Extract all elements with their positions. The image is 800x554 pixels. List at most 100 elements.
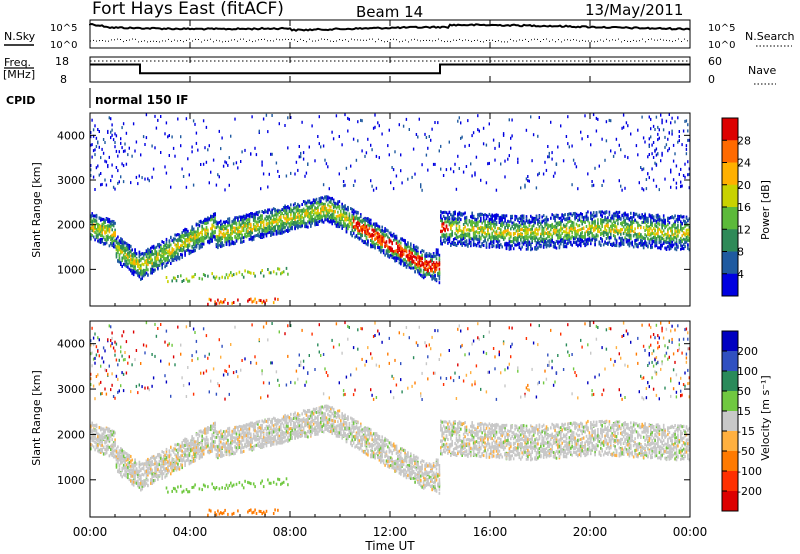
- power-cell: [405, 246, 408, 250]
- power-cell: [122, 242, 125, 246]
- power-cell: [238, 223, 241, 227]
- power-cell: [285, 209, 288, 212]
- power-cell: [527, 236, 529, 240]
- power-cell: [124, 149, 126, 153]
- power-cell: [245, 235, 248, 239]
- power-cell: [492, 219, 495, 223]
- power-cell: [384, 244, 386, 248]
- power-cell: [187, 157, 189, 161]
- power-cell: [477, 220, 479, 224]
- power-cell: [268, 172, 270, 176]
- power-cell: [512, 227, 515, 231]
- power-cell: [151, 175, 153, 179]
- power-cell: [187, 239, 189, 243]
- power-cell: [511, 244, 513, 248]
- power-cell: [222, 225, 225, 228]
- power-cell: [290, 171, 292, 175]
- power-cell: [232, 218, 235, 222]
- power-cell: [468, 241, 471, 245]
- power-cell: [438, 274, 441, 278]
- power-cell: [252, 226, 255, 230]
- power-cell: [414, 270, 416, 274]
- power-cell: [322, 220, 325, 224]
- power-cell: [557, 215, 559, 219]
- power-cell: [97, 239, 99, 243]
- power-cell: [198, 244, 201, 248]
- noise-search-point: [168, 38, 169, 40]
- noise-search-point: [663, 39, 664, 41]
- power-cell: [111, 174, 113, 178]
- power-cell: [261, 163, 263, 167]
- power-cell: [530, 245, 532, 248]
- power-cell: [525, 128, 528, 132]
- power-cell: [298, 211, 301, 215]
- power-cell: [334, 210, 336, 214]
- power-cell: [205, 232, 208, 236]
- power-cell: [457, 119, 459, 123]
- noise-search-point: [183, 41, 184, 43]
- power-cell: [441, 219, 443, 223]
- power-cell: [280, 226, 282, 230]
- power-cell: [568, 234, 571, 237]
- power-cell: [567, 216, 569, 220]
- power-cell: [375, 154, 378, 158]
- power-cell: [432, 261, 435, 265]
- power-cell: [225, 231, 228, 235]
- power-cell: [260, 299, 262, 303]
- power-cell: [205, 125, 208, 129]
- power-cell: [394, 252, 396, 256]
- power-cell: [424, 261, 426, 265]
- power-cell: [258, 235, 261, 239]
- power-cell: [197, 230, 199, 234]
- noise-search-point: [528, 41, 529, 42]
- power-cell: [435, 261, 438, 265]
- power-cell: [534, 234, 536, 238]
- noise-search-point: [267, 40, 268, 42]
- power-cell: [184, 234, 186, 238]
- power-cell: [517, 229, 519, 233]
- power-cell: [322, 210, 325, 214]
- power-cell: [598, 230, 601, 234]
- power-cell: [221, 241, 223, 245]
- power-cell: [214, 219, 216, 223]
- power-cell: [500, 162, 502, 166]
- power-cell: [548, 244, 551, 248]
- power-cell: [547, 243, 549, 247]
- power-cell: [451, 241, 453, 245]
- power-cell: [110, 225, 112, 229]
- power-cell: [322, 202, 325, 206]
- power-cell: [295, 210, 298, 214]
- power-cell: [254, 146, 256, 150]
- power-cell: [587, 217, 589, 221]
- power-cell: [242, 239, 245, 243]
- power-cell: [264, 217, 266, 221]
- power-cell: [441, 211, 443, 215]
- power-cell: [517, 217, 519, 221]
- power-cell: [365, 237, 368, 241]
- power-cell: [200, 244, 202, 248]
- noise-search-point: [684, 38, 685, 40]
- power-cell: [484, 239, 486, 243]
- power-cell: [290, 224, 292, 228]
- noise-right-label: N.Search: [745, 30, 795, 43]
- power-cell: [441, 229, 443, 233]
- noise-search-point: [165, 40, 166, 42]
- power-cell: [108, 218, 111, 222]
- power-cell: [177, 243, 179, 247]
- power-cell: [468, 219, 471, 223]
- power-cell: [132, 260, 135, 264]
- power-cell: [452, 222, 455, 226]
- power-cell: [271, 232, 273, 236]
- power-cell: [262, 117, 265, 121]
- power-cell: [95, 234, 98, 238]
- power-cell: [381, 239, 383, 243]
- power-cell: [498, 142, 500, 146]
- power-cell: [251, 237, 253, 241]
- power-cell: [554, 227, 556, 231]
- power-cell: [552, 232, 555, 236]
- noise-search-point: [345, 39, 346, 41]
- power-cell: [594, 219, 596, 223]
- power-cell: [210, 227, 212, 231]
- power-cell: [117, 154, 119, 158]
- power-cell: [572, 212, 575, 216]
